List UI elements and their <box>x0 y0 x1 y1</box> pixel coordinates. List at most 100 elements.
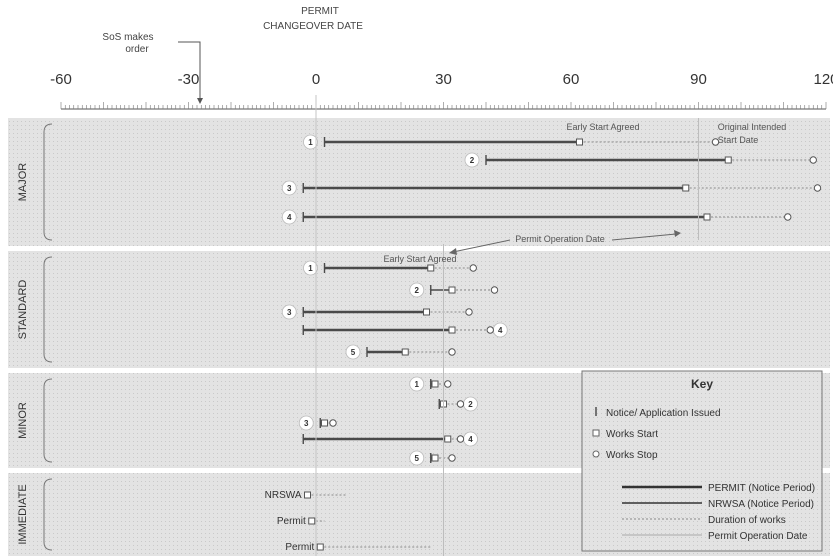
row-type-label: Permit <box>285 542 314 553</box>
section-major: MAJOR 1 2 3 4 <box>8 118 830 246</box>
timeline-row: 4 <box>281 209 792 225</box>
row-number: 4 <box>468 435 473 444</box>
works-stop-icon <box>592 450 600 458</box>
timeline-row: 2 <box>464 152 817 168</box>
timeline-row: 1 <box>409 376 452 392</box>
works-start-marker <box>321 419 328 427</box>
row-number: 5 <box>351 348 356 357</box>
timeline-row: 3 <box>298 415 337 431</box>
key-item-square: Works Start <box>592 429 658 440</box>
section-bracket <box>43 123 53 241</box>
row-number: 1 <box>415 380 420 389</box>
axis-tick-label: -60 <box>50 71 72 88</box>
section-label: IMMEDIATE <box>17 484 29 544</box>
works-stop-marker <box>469 264 477 272</box>
row-number-badge <box>345 344 361 360</box>
key-item-label: Works Start <box>606 429 658 440</box>
timeline-row: 3 <box>281 180 822 196</box>
row-number: 1 <box>308 138 313 147</box>
works-stop-marker <box>809 156 817 164</box>
row-number: 3 <box>304 419 309 428</box>
works-start-marker <box>448 326 456 334</box>
key-box: Key Notice/ Application Issued Works Star… <box>581 370 823 552</box>
row-number-badge <box>298 415 314 431</box>
axis-tick-label: 90 <box>690 71 707 88</box>
row-number-badge <box>303 260 318 276</box>
permit-changeover-title-line1: PERMIT <box>301 6 339 17</box>
timeline-row: 1 <box>303 260 477 276</box>
works-start-marker <box>431 454 439 462</box>
timeline-row: 5 <box>345 344 456 360</box>
timeline-row: 4 <box>302 322 508 338</box>
row-number-badge <box>281 209 297 225</box>
row-number: 3 <box>287 184 292 193</box>
row-number: 2 <box>415 286 420 295</box>
timeline-row: 4 <box>302 431 478 447</box>
key-line-label: Permit Operation Date <box>708 531 808 542</box>
timeline-row: NRSWA <box>265 490 346 501</box>
row-number: 2 <box>470 156 475 165</box>
section-label: MAJOR <box>17 163 29 202</box>
row-number-badge <box>409 282 425 298</box>
row-number: 3 <box>287 308 292 317</box>
works-stop-marker <box>486 326 494 334</box>
section-band <box>8 251 830 368</box>
works-stop-marker <box>444 380 452 388</box>
row-number: 4 <box>287 213 292 222</box>
works-start-marker <box>444 435 452 443</box>
section-standard: STANDARD 1 2 3 4 5 <box>8 251 830 368</box>
permit-operation-arrowhead-left <box>449 248 457 255</box>
permit-operation-arrow-left <box>452 239 511 253</box>
row-number: 2 <box>468 400 473 409</box>
works-stop-marker <box>448 454 456 462</box>
axis-tick-label: 0 <box>312 71 320 88</box>
sos-order-pointer <box>178 41 201 98</box>
key-line-opdate: Permit Operation Date <box>622 531 808 542</box>
works-stop-marker <box>813 184 822 192</box>
works-start-marker <box>576 138 583 146</box>
sos-order-label-line2: order <box>125 44 149 55</box>
section-label: MINOR <box>17 402 29 439</box>
key-item-label: Works Stop <box>606 450 658 461</box>
day-axis: -60 -30 0 30 60 90 120 <box>50 71 833 110</box>
works-start-marker <box>448 286 456 294</box>
section-bracket <box>43 378 53 463</box>
sos-order-arrowhead <box>197 98 203 104</box>
timeline-row: Permit <box>285 542 431 553</box>
works-start-marker <box>682 184 690 192</box>
key-items: Notice/ Application Issued Works Start Wor… <box>592 407 815 542</box>
annotations: Early Start Agreed Original Intended Sta… <box>383 122 786 264</box>
works-stop-marker <box>329 419 337 427</box>
axis-tick-label: 120 <box>813 71 833 88</box>
works-start-marker <box>308 517 316 525</box>
works-start-marker <box>423 308 430 316</box>
timeline-row: 1 <box>303 134 720 150</box>
works-start-marker <box>427 264 435 272</box>
row-number-badge <box>303 134 318 150</box>
row-type-label: Permit <box>277 516 306 527</box>
header: PERMIT CHANGEOVER DATE SoS makes order <box>102 6 363 104</box>
key-line-duration: Duration of works <box>622 515 786 526</box>
works-stop-marker <box>784 213 792 221</box>
row-type-label: NRSWA <box>265 490 302 501</box>
key-line-label: NRWSA (Notice Period) <box>708 499 814 510</box>
works-start-icon <box>592 429 600 437</box>
early-start-agreed-standard: Early Start Agreed <box>383 254 456 264</box>
original-start-date-line2: Start Date <box>718 135 759 145</box>
original-start-date-line1: Original Intended <box>718 122 787 132</box>
row-number: 5 <box>415 454 420 463</box>
permit-changeover-title-line2: CHANGEOVER DATE <box>263 21 363 32</box>
timeline-row: 3 <box>281 304 473 320</box>
row-number-badge <box>409 376 425 392</box>
works-start-marker <box>431 380 439 388</box>
row-number: 1 <box>308 264 313 273</box>
section-label: STANDARD <box>17 280 29 340</box>
reference-lines <box>315 95 699 556</box>
works-stop-marker <box>456 400 465 408</box>
key-background <box>581 370 823 552</box>
permit-operation-arrow-right <box>611 233 677 241</box>
timeline-row: 2 <box>409 282 499 298</box>
key-line-label: PERMIT (Notice Period) <box>708 483 815 494</box>
row-number-badge <box>409 450 425 466</box>
